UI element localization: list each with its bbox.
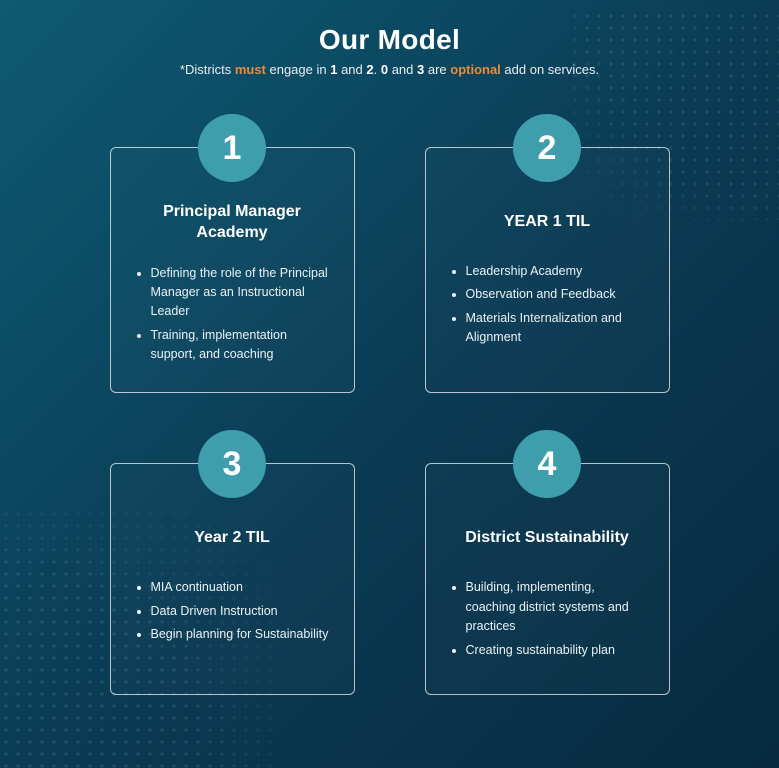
- card-title: Principal Manager Academy: [133, 202, 332, 244]
- bullet: Defining the role of the Principal Manag…: [151, 264, 332, 322]
- card-bullets: Defining the role of the Principal Manag…: [133, 264, 332, 365]
- card-title: District Sustainability: [448, 518, 647, 558]
- card-3: 3 Year 2 TIL MIA continuation Data Drive…: [110, 463, 355, 695]
- bullet: Training, implementation support, and co…: [151, 326, 332, 365]
- bullet: Data Driven Instruction: [151, 602, 332, 621]
- card-bullets: Leadership Academy Observation and Feedb…: [448, 262, 647, 348]
- card-2: 2 YEAR 1 TIL Leadership Academy Observat…: [425, 147, 670, 393]
- card-bullets: MIA continuation Data Driven Instruction…: [133, 578, 332, 644]
- subtitle-text: are: [424, 62, 450, 77]
- card-badge: 4: [513, 430, 581, 498]
- subtitle-text: *Districts: [180, 62, 235, 77]
- card-4: 4 District Sustainability Building, impl…: [425, 463, 670, 695]
- subtitle-text: engage in: [266, 62, 330, 77]
- card-badge: 1: [198, 114, 266, 182]
- card-badge: 2: [513, 114, 581, 182]
- subtitle-text: and: [388, 62, 417, 77]
- card-title: Year 2 TIL: [133, 518, 332, 558]
- bullet: Observation and Feedback: [466, 285, 647, 304]
- card-title: YEAR 1 TIL: [448, 202, 647, 242]
- subtitle-text: add on services.: [501, 62, 599, 77]
- subtitle-text: and: [337, 62, 366, 77]
- card-1: 1 Principal Manager Academy Defining the…: [110, 147, 355, 393]
- cards-grid: 1 Principal Manager Academy Defining the…: [110, 147, 670, 695]
- subtitle: *Districts must engage in 1 and 2. 0 and…: [0, 62, 779, 77]
- bullet: Begin planning for Sustainability: [151, 625, 332, 644]
- subtitle-accent-optional: optional: [450, 62, 501, 77]
- subtitle-text: .: [374, 62, 381, 77]
- header: Our Model *Districts must engage in 1 an…: [0, 0, 779, 77]
- subtitle-accent-must: must: [235, 62, 266, 77]
- page-title: Our Model: [0, 24, 779, 56]
- bullet: MIA continuation: [151, 578, 332, 597]
- bullet: Materials Internalization and Alignment: [466, 309, 647, 348]
- subtitle-bold-0: 0: [381, 62, 388, 77]
- subtitle-bold-2: 2: [366, 62, 373, 77]
- bullet: Creating sustainability plan: [466, 641, 647, 660]
- bullet: Leadership Academy: [466, 262, 647, 281]
- bullet: Building, implementing, coaching distric…: [466, 578, 647, 636]
- card-badge: 3: [198, 430, 266, 498]
- card-bullets: Building, implementing, coaching distric…: [448, 578, 647, 660]
